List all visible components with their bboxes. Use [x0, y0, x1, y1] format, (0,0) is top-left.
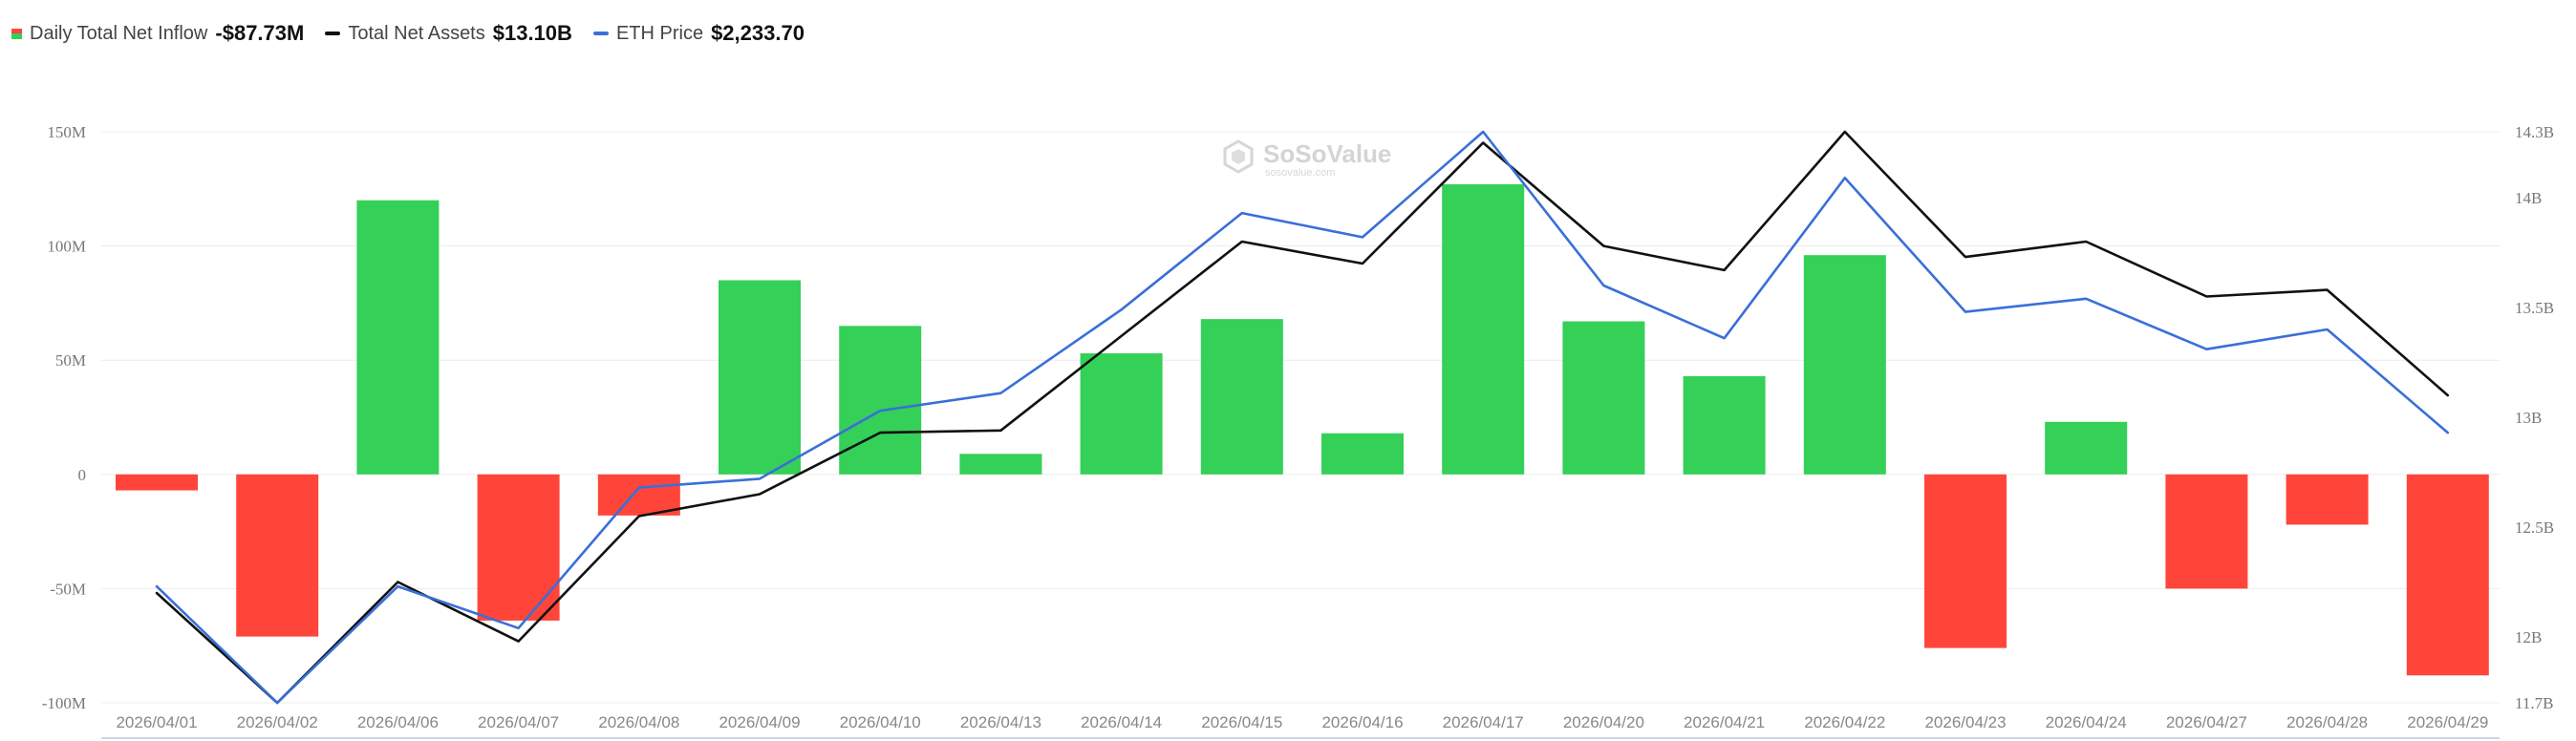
x-axis-tick-label: 2026/04/01 [116, 713, 197, 731]
right-axis-tick-label: 13B [2515, 409, 2542, 427]
x-axis-ticks: 2026/04/01 2026/04/02 2026/04/06 2026/04/07… [116, 713, 2488, 731]
inflow-bar [1200, 319, 1283, 475]
watermark-url: sosovalue.com [1265, 167, 1335, 179]
watermark-logo-icon [1223, 139, 1254, 174]
x-axis-tick-label: 2026/04/29 [2407, 713, 2488, 731]
inflow-bar [2165, 474, 2248, 589]
x-axis-tick-label: 2026/04/20 [1563, 713, 1644, 731]
inflow-bar [236, 474, 319, 637]
right-axis-tick-label: 12B [2515, 628, 2542, 646]
legend-label: ETH Price [615, 22, 704, 44]
legend-label: Total Net Assets [348, 22, 485, 44]
right-axis-ticks: 14.3B 14B 13.5B 13B 12.5B 12B 11.7B [2515, 123, 2554, 712]
x-axis-tick-label: 2026/04/06 [357, 713, 439, 731]
inflow-bar [1442, 184, 1525, 475]
inflow-bar [1683, 375, 1766, 475]
x-axis-tick-label: 2026/04/08 [598, 713, 679, 731]
inflow-bar [959, 454, 1042, 475]
x-axis-tick-label: 2026/04/16 [1321, 713, 1403, 731]
right-axis-tick-label: 11.7B [2515, 694, 2553, 712]
legend-value: -$87.73M [215, 21, 305, 45]
net-assets-line-swatch-icon [325, 32, 341, 35]
eth-price-line-swatch-icon [592, 32, 609, 35]
inflow-bar [2045, 421, 2128, 475]
left-axis-ticks: 150M 100M 50M 0 -50M -100M [42, 123, 86, 712]
legend-item-eth-price[interactable]: ETH Price $2,233.70 [592, 21, 805, 46]
left-axis-tick-label: 100M [47, 238, 86, 256]
right-axis-tick-label: 14B [2515, 189, 2542, 207]
inflow-bar [839, 326, 922, 475]
legend-label: Daily Total Net Inflow [30, 22, 208, 44]
inflow-bar [1803, 255, 1886, 475]
x-axis-tick-label: 2026/04/24 [2046, 713, 2127, 731]
inflow-bar [1562, 321, 1645, 475]
watermark-brand: SoSoValue [1263, 139, 1391, 168]
chart-legend: Daily Total Net Inflow -$87.73M Total Ne… [11, 17, 805, 50]
inflow-bar [1321, 433, 1404, 475]
left-axis-tick-label: 50M [55, 351, 86, 370]
inflow-bars [116, 184, 2489, 676]
legend-value: $2,233.70 [711, 21, 805, 45]
x-axis-tick-label: 2026/04/07 [478, 713, 559, 731]
x-axis-tick-label: 2026/04/13 [960, 713, 1041, 731]
x-axis-tick-label: 2026/04/14 [1081, 713, 1162, 731]
inflow-bar [719, 280, 801, 475]
left-axis-tick-label: -50M [50, 580, 86, 598]
legend-item-net-inflow[interactable]: Daily Total Net Inflow -$87.73M [11, 21, 304, 46]
legend-item-net-assets[interactable]: Total Net Assets $13.10B [325, 21, 572, 46]
inflow-bar [2286, 474, 2369, 525]
x-axis-tick-label: 2026/04/02 [237, 713, 318, 731]
series-lines [155, 130, 2450, 705]
grid-lines [101, 131, 2500, 704]
inflow-bar [116, 474, 198, 491]
left-axis-tick-label: 150M [47, 123, 86, 141]
inflow-bar [2406, 474, 2489, 676]
x-axis-tick-label: 2026/04/28 [2286, 713, 2368, 731]
left-axis-tick-label: -100M [42, 694, 86, 712]
x-axis-tick-label: 2026/04/22 [1804, 713, 1885, 731]
net-assets-line [155, 130, 2450, 705]
inflow-bar [356, 200, 440, 475]
x-axis-tick-label: 2026/04/21 [1684, 713, 1765, 731]
right-axis-tick-label: 13.5B [2515, 299, 2554, 317]
watermark: SoSoValue sosovalue.com [1223, 139, 1391, 179]
x-axis-tick-label: 2026/04/09 [719, 713, 800, 731]
x-axis-tick-label: 2026/04/15 [1201, 713, 1282, 731]
x-axis-tick-label: 2026/04/10 [840, 713, 921, 731]
x-axis-tick-label: 2026/04/23 [1924, 713, 2006, 731]
legend-value: $13.10B [492, 21, 572, 45]
inflow-bar [1080, 353, 1163, 475]
right-axis-tick-label: 14.3B [2515, 123, 2554, 141]
eth-price-line [155, 130, 2450, 705]
inflow-bar [597, 474, 680, 516]
net-inflow-swatch-icon [11, 28, 22, 39]
x-axis-tick-label: 2026/04/17 [1443, 713, 1524, 731]
right-axis-tick-label: 12.5B [2515, 519, 2554, 537]
swatch-negative-half [11, 32, 22, 39]
inflow-bar [1924, 474, 2007, 648]
left-axis-tick-label: 0 [78, 466, 87, 484]
inflow-bar [477, 474, 560, 621]
x-axis-tick-label: 2026/04/27 [2166, 713, 2247, 731]
swatch-positive-half [11, 28, 22, 34]
